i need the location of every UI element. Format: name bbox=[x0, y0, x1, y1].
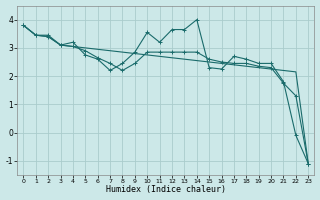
X-axis label: Humidex (Indice chaleur): Humidex (Indice chaleur) bbox=[106, 185, 226, 194]
